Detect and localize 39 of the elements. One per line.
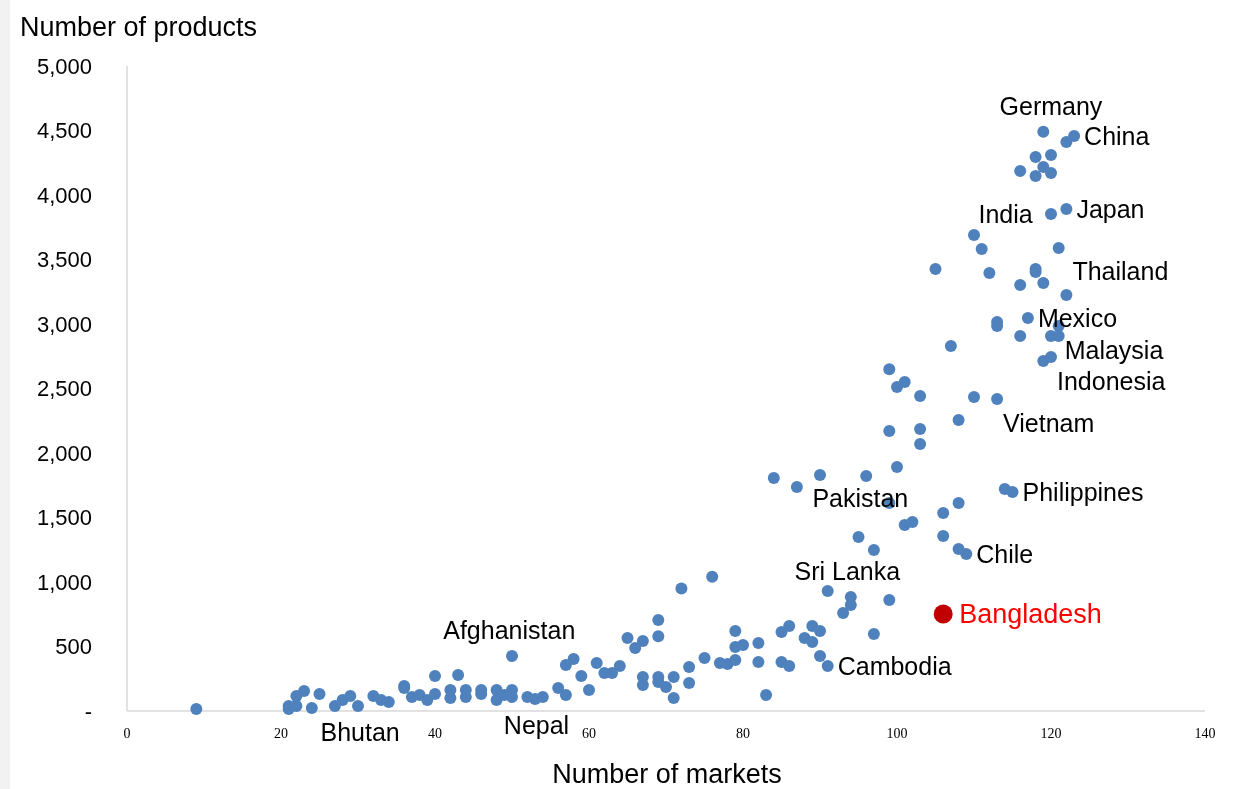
x-tick-label: 40 [428, 726, 442, 741]
annotation: Pakistan [812, 483, 909, 512]
annotation: Sri Lanka [794, 556, 901, 585]
annotation: Bhutan [320, 717, 400, 746]
x-tick-label: 120 [1040, 726, 1062, 741]
y-tick-label: - [84, 698, 92, 724]
x-tick-label: 20 [274, 726, 288, 741]
y-tick-label: 4,500 [36, 118, 92, 144]
series-label: Bangladesh [959, 599, 1102, 630]
x-tick-label: 100 [886, 726, 908, 741]
annotation: Malaysia [1064, 335, 1164, 364]
annotation: Afghanistan [443, 615, 576, 644]
annotation: Vietnam [1003, 408, 1095, 437]
x-axis-title: Number of markets [552, 759, 782, 789]
y-axis-title: Number of products [20, 12, 258, 42]
annotation: India [978, 199, 1033, 228]
y-tick-label: 4,000 [36, 182, 92, 208]
annotation: Chile [976, 539, 1034, 568]
x-tick-label: 80 [736, 726, 750, 741]
annotation: Japan [1076, 194, 1145, 223]
annotation: Indonesia [1057, 366, 1166, 395]
x-tick-label: 60 [582, 726, 596, 741]
y-tick-label: 1,500 [36, 505, 92, 531]
x-tick-label: 0 [123, 726, 131, 741]
y-tick-label: 500 [55, 634, 92, 660]
annotation: Germany [999, 91, 1103, 120]
annotation: Thailand [1072, 256, 1169, 285]
annotation: Cambodia [837, 651, 952, 680]
y-tick-label: 2,000 [36, 440, 92, 466]
annotation: Nepal [503, 710, 570, 739]
y-tick-label: 2,500 [36, 376, 92, 402]
y-tick-label: 3,500 [36, 247, 92, 273]
y-tick-label: 5,000 [36, 53, 92, 79]
x-tick-label: 140 [1194, 726, 1216, 741]
annotation: Philippines [1022, 477, 1144, 506]
annotation: China [1084, 121, 1150, 150]
annotation: Mexico [1037, 303, 1118, 332]
y-tick-label: 3,000 [36, 311, 92, 337]
y-tick-label: 1,000 [36, 569, 92, 595]
